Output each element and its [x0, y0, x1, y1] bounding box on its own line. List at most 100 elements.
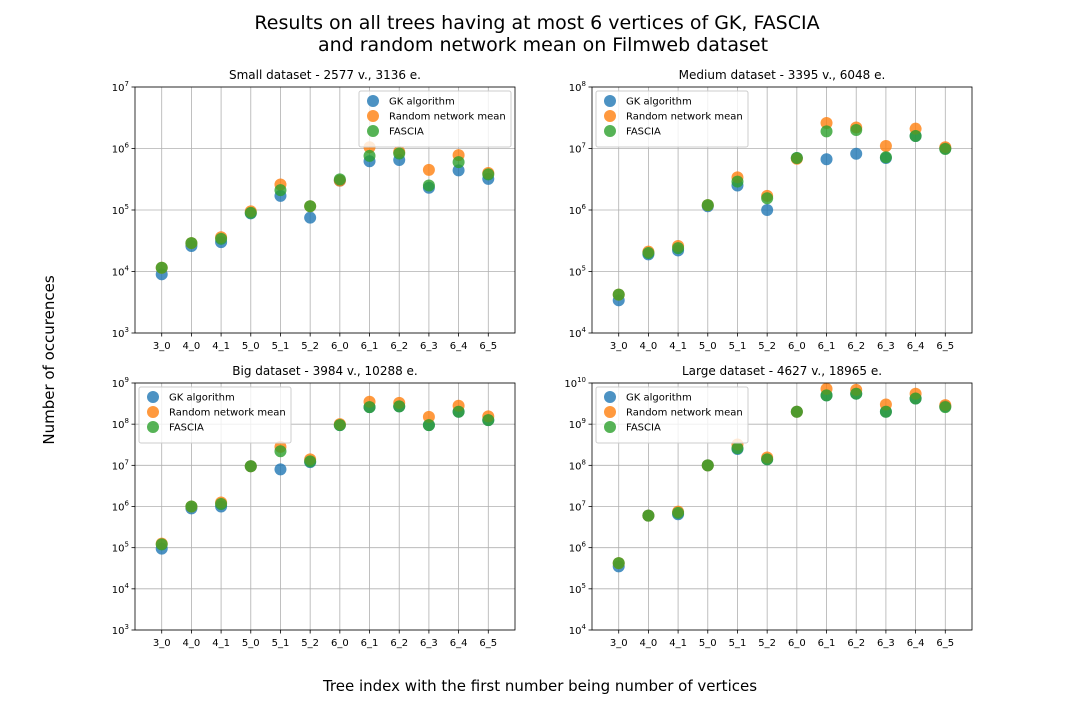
x-tick-label: 6_3 — [420, 341, 438, 352]
x-tick-label: 5_2 — [758, 638, 776, 649]
y-tick-label: 104 — [112, 582, 130, 596]
legend-label: Random network mean — [169, 408, 286, 419]
legend-marker — [147, 406, 159, 418]
data-point — [215, 232, 228, 245]
data-point — [185, 237, 198, 250]
y-tick-label: 105 — [112, 203, 129, 217]
data-point — [939, 143, 952, 156]
legend-marker — [367, 95, 379, 107]
data-point — [731, 175, 744, 188]
x-tick-label: 6_0 — [331, 638, 349, 649]
series-gk-algorithm — [155, 154, 495, 281]
data-point — [939, 401, 952, 414]
data-point — [333, 419, 346, 432]
x-tick-label: 4_0 — [640, 638, 658, 649]
data-point — [820, 389, 833, 402]
data-point — [363, 149, 376, 162]
subplot-4: 104 105 106 107 108 109 1010 3_0 4_0 4_1 5_0 5_1 5_2… — [564, 364, 973, 649]
data-point — [244, 460, 257, 473]
x-tick-label: 6_5 — [936, 638, 954, 649]
x-tick-label: 5_2 — [758, 341, 776, 352]
x-tick-label: 3_0 — [610, 341, 628, 352]
series-fascia — [155, 400, 495, 551]
data-point — [482, 168, 495, 181]
x-tick-label: 5_0 — [242, 638, 260, 649]
y-tick-label: 104 — [112, 265, 130, 279]
x-tick-label: 6_3 — [420, 638, 438, 649]
x-tick-label: 6_3 — [877, 341, 895, 352]
x-tick-label: 6_2 — [847, 638, 865, 649]
legend-marker — [604, 95, 616, 107]
legend-box — [595, 386, 749, 444]
data-point — [850, 387, 863, 400]
x-tick-label: 5_2 — [301, 638, 319, 649]
data-point — [482, 414, 495, 427]
legend: GK algorithm Random network mean FASCIA — [358, 90, 512, 148]
y-tick-label: 105 — [112, 541, 129, 555]
x-tick-label: 6_5 — [479, 638, 497, 649]
x-tick-label: 6_5 — [479, 341, 497, 352]
x-tick-label: 6_1 — [818, 341, 836, 352]
legend-label: Random network mean — [389, 112, 506, 123]
figure-title-line1: Results on all trees having at most 6 ve… — [254, 12, 819, 34]
legend-label: GK algorithm — [626, 393, 692, 404]
data-point — [452, 164, 465, 177]
y-tick-label: 103 — [112, 326, 129, 340]
data-point — [642, 246, 655, 259]
subplot-title: Small dataset - 2577 v., 3136 e. — [229, 68, 421, 82]
y-tick-label: 109 — [112, 376, 129, 390]
x-tick-label: 6_1 — [361, 341, 379, 352]
data-point — [761, 192, 774, 205]
x-tick-label: 6_1 — [818, 638, 836, 649]
y-tick-label: 105 — [569, 265, 586, 279]
legend-box — [595, 90, 749, 148]
x-tick-label: 6_0 — [788, 638, 806, 649]
x-tick-label: 6_2 — [390, 638, 408, 649]
data-point — [612, 557, 625, 570]
legend-label: GK algorithm — [626, 97, 692, 108]
data-point — [422, 163, 435, 176]
y-tick-label: 107 — [112, 458, 129, 472]
x-tick-label: 4_1 — [212, 638, 230, 649]
legend-box — [138, 386, 292, 444]
data-point — [393, 147, 406, 160]
x-tick-label: 3_0 — [153, 638, 171, 649]
figure-y-label: Number of occurences — [40, 275, 58, 444]
y-tick-label: 107 — [112, 80, 129, 94]
legend: GK algorithm Random network mean FASCIA — [595, 386, 749, 444]
y-tick-label: 106 — [569, 541, 587, 555]
legend-marker — [604, 125, 616, 137]
x-tick-label: 6_4 — [907, 341, 925, 352]
x-tick-label: 6_0 — [788, 341, 806, 352]
data-point — [672, 506, 685, 519]
data-point — [909, 392, 922, 405]
x-tick-label: 5_0 — [242, 341, 260, 352]
subplot-title: Big dataset - 3984 v., 10288 e. — [232, 364, 417, 378]
data-point — [879, 405, 892, 418]
x-tick-label: 6_0 — [331, 341, 349, 352]
legend-marker — [367, 125, 379, 137]
legend-label: FASCIA — [626, 127, 661, 138]
x-tick-label: 4_0 — [183, 341, 201, 352]
x-tick-label: 6_4 — [907, 638, 925, 649]
figure-title-line2: and random network mean on Filmweb datas… — [318, 34, 768, 56]
x-tick-label: 3_0 — [610, 638, 628, 649]
series-fascia — [612, 123, 952, 301]
data-point — [185, 500, 198, 513]
legend: GK algorithm Random network mean FASCIA — [138, 386, 292, 444]
data-point — [820, 125, 833, 138]
series-gk-algorithm — [612, 129, 952, 307]
data-point — [422, 419, 435, 432]
data-point — [215, 498, 228, 511]
x-tick-label: 3_0 — [153, 341, 171, 352]
x-tick-label: 6_4 — [450, 341, 468, 352]
data-point — [820, 153, 833, 166]
data-point — [363, 401, 376, 414]
subplot-3: 103 104 105 106 107 108 109 3_0 4_0 4_1 5_0 5_1 5_2 6… — [112, 364, 516, 649]
legend-marker — [604, 406, 616, 418]
data-point — [452, 405, 465, 418]
x-tick-label: 5_1 — [729, 341, 747, 352]
x-tick-label: 5_1 — [272, 638, 290, 649]
x-tick-label: 4_1 — [669, 341, 687, 352]
series-fascia — [155, 147, 495, 274]
